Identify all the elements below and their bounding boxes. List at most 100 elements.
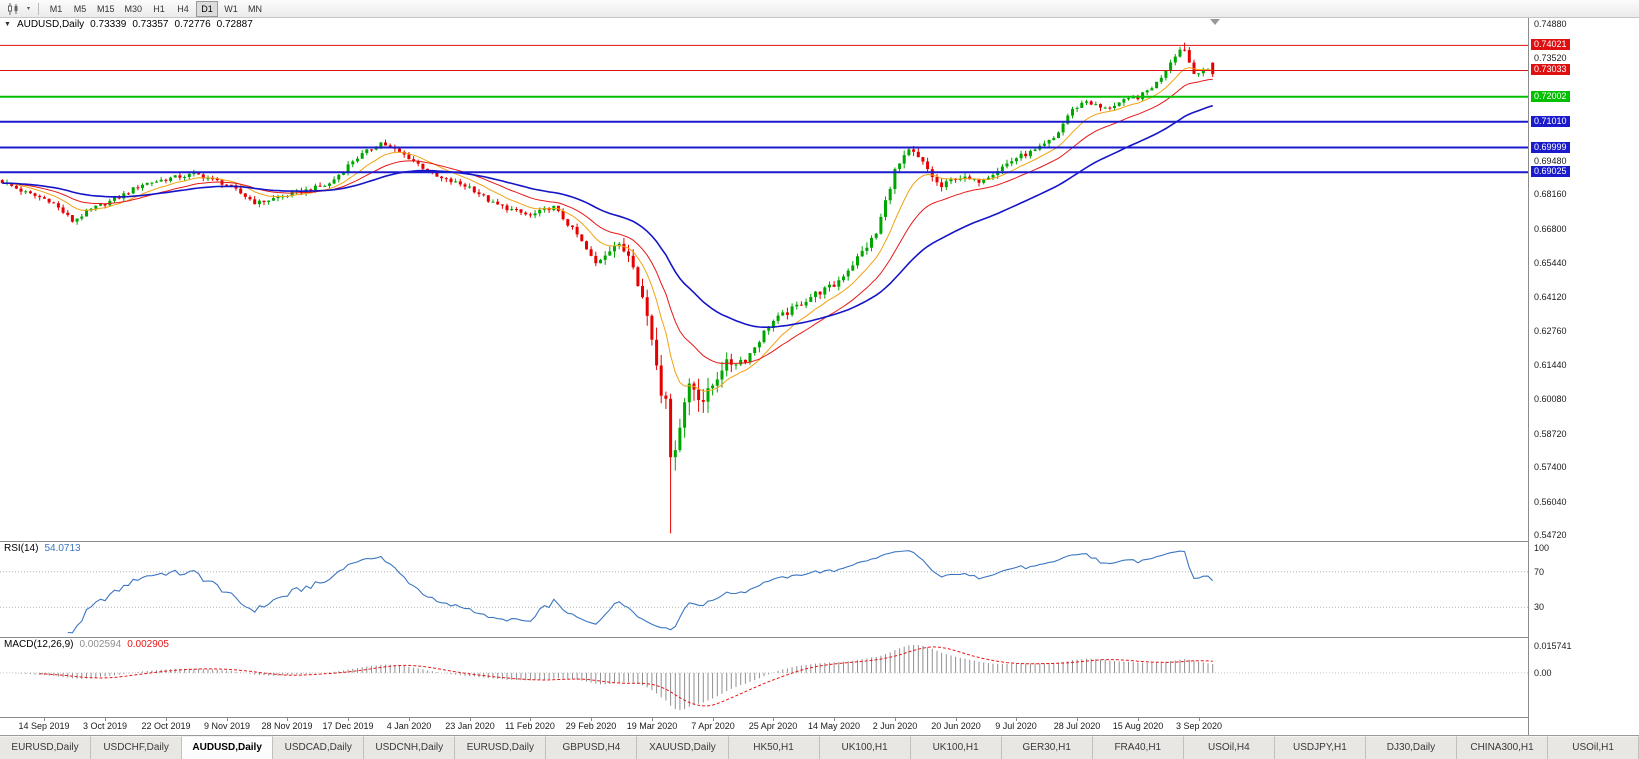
price-axis-label: 0.68160 — [1534, 189, 1567, 200]
toolbar-separator — [38, 2, 39, 15]
chart-tab-usdcad-daily[interactable]: USDCAD,Daily — [273, 736, 365, 759]
ohlc-close: 0.72887 — [216, 19, 253, 30]
macd-axis-label: 0.00 — [1534, 667, 1552, 678]
time-tick — [1199, 718, 1200, 721]
price-axis-label: 0.58720 — [1534, 428, 1567, 439]
time-tick — [956, 718, 957, 721]
chart-tab-uk100-h1[interactable]: UK100,H1 — [910, 736, 1002, 759]
timeframe-button-m1[interactable]: M1 — [49, 3, 63, 14]
chart-tab-usoil-h1[interactable]: USOil,H1 — [1548, 736, 1639, 759]
time-axis-label: 28 Jul 2020 — [1053, 721, 1101, 731]
macd-axis-label: 0.015741 — [1534, 640, 1572, 651]
rsi-value: 54.0713 — [44, 543, 81, 554]
time-tick — [1138, 718, 1139, 721]
price-axis-label: 0.56040 — [1534, 496, 1567, 507]
time-tick — [348, 718, 349, 721]
price-axis-label: 0.64120 — [1534, 291, 1567, 302]
rsi-header: RSI(14) 54.0713 — [4, 543, 81, 554]
chart-panels: ▼ AUDUSD,Daily 0.73339 0.73357 0.72776 0… — [0, 18, 1528, 735]
price-axis-label: 0.62760 — [1534, 326, 1567, 337]
chart-tab-usoil-h4[interactable]: USOil,H4 — [1183, 736, 1275, 759]
timeframe-toolbar: ▾ M1 M5 M15 M30 H1 H4 D1 W1 MN — [0, 0, 1639, 18]
timeframe-button-h1[interactable]: H1 — [153, 3, 165, 14]
timeframe-button-d1[interactable]: D1 — [196, 0, 219, 17]
chart-tab-eurusd-daily[interactable]: EURUSD,Daily — [455, 736, 547, 759]
chart-tab-eurusd-daily[interactable]: EURUSD,Daily — [0, 736, 92, 759]
time-tick — [530, 718, 531, 721]
time-axis[interactable]: 14 Sep 2019 3 Oct 2019 22 Oct 2019 9 Nov 20… — [0, 718, 1528, 735]
price-tag: 0.69025 — [1531, 166, 1570, 178]
time-tick — [470, 718, 471, 721]
macd-canvas[interactable] — [0, 638, 1528, 717]
time-tick — [287, 718, 288, 721]
price-tag: 0.72002 — [1531, 90, 1570, 102]
chart-tab-usdchf-daily[interactable]: USDCHF,Daily — [91, 736, 183, 759]
time-tick — [105, 718, 106, 721]
time-axis-label: 9 Nov 2019 — [203, 721, 251, 731]
price-tag: 0.73033 — [1531, 64, 1570, 76]
chart-tab-audusd-daily[interactable]: AUDUSD,Daily — [182, 736, 274, 759]
time-tick — [166, 718, 167, 721]
chart-tab-fra40-h1[interactable]: FRA40,H1 — [1092, 736, 1184, 759]
rsi-canvas[interactable] — [0, 542, 1528, 637]
rsi-panel[interactable]: RSI(14) 54.0713 — [0, 542, 1528, 638]
dropdown-caret-icon[interactable]: ▾ — [26, 6, 30, 12]
chart-ohlc-header: ▼ AUDUSD,Daily 0.73339 0.73357 0.72776 0… — [4, 19, 253, 30]
ma-fast — [2, 67, 1213, 392]
chart-tab-dj30-daily[interactable]: DJ30,Daily — [1365, 736, 1457, 759]
time-axis-label: 3 Oct 2019 — [82, 721, 128, 731]
candlestick-canvas[interactable] — [0, 18, 1528, 541]
price-axis-label: 0.73520 — [1534, 53, 1567, 64]
time-axis-label: 29 Feb 2020 — [565, 721, 617, 731]
rsi-axis-label: 70 — [1534, 566, 1545, 577]
price-axis[interactable]: 0.74880 0.73520 0.69480 0.68160 0.66800 0.654… — [1528, 18, 1639, 735]
chart-tab-china300-h1[interactable]: CHINA300,H1 — [1457, 736, 1549, 759]
time-axis-label: 23 Jan 2020 — [445, 721, 495, 731]
chart-tab-gbpusd-h4[interactable]: GBPUSD,H4 — [546, 736, 638, 759]
time-axis-label: 17 Dec 2019 — [322, 721, 374, 731]
time-tick — [713, 718, 714, 721]
time-tick — [1016, 718, 1017, 721]
time-axis-label: 2 Jun 2020 — [872, 721, 918, 731]
main-chart-panel[interactable]: ▼ AUDUSD,Daily 0.73339 0.73357 0.72776 0… — [0, 18, 1528, 542]
macd-label: MACD(12,26,9) — [4, 639, 74, 650]
collapse-triangle-icon[interactable]: ▼ — [4, 21, 11, 28]
time-axis-label: 9 Jul 2020 — [995, 721, 1037, 731]
price-axis-label: 0.66800 — [1534, 223, 1567, 234]
chart-tabs-bar: EURUSD,Daily USDCHF,Daily AUDUSD,Daily USDC… — [0, 735, 1639, 759]
time-axis-label: 14 Sep 2019 — [18, 721, 70, 731]
price-axis-label: 0.61440 — [1534, 359, 1567, 370]
timeframe-button-mn[interactable]: MN — [248, 3, 263, 14]
chart-tab-usdjpy-h1[interactable]: USDJPY,H1 — [1274, 736, 1366, 759]
timeframe-button-w1[interactable]: W1 — [224, 3, 238, 14]
price-tag: 0.74021 — [1531, 39, 1570, 51]
chart-tab-usdcnh-daily[interactable]: USDCNH,Daily — [364, 736, 456, 759]
macd-header: MACD(12,26,9) 0.002594 0.002905 — [4, 639, 169, 650]
time-axis-label: 22 Oct 2019 — [141, 721, 191, 731]
timeframe-button-m5[interactable]: M5 — [73, 3, 87, 14]
chart-style-icon[interactable] — [4, 1, 24, 17]
rsi-axis-label: 30 — [1534, 602, 1545, 613]
time-tick — [773, 718, 774, 721]
chart-tab-ger30-h1[interactable]: GER30,H1 — [1001, 736, 1093, 759]
timeframe-button-h4[interactable]: H4 — [177, 3, 189, 14]
timeframe-button-m15[interactable]: M15 — [97, 3, 115, 14]
price-axis-label: 0.57400 — [1534, 462, 1567, 473]
timeframe-button-m30[interactable]: M30 — [124, 3, 143, 14]
chart-shift-marker — [1210, 19, 1220, 25]
time-axis-label: 15 Aug 2020 — [1112, 721, 1164, 731]
ohlc-open: 0.73339 — [90, 19, 127, 30]
time-tick — [652, 718, 653, 721]
ma-medium — [2, 78, 1213, 365]
time-tick — [834, 718, 835, 721]
chart-tab-xauusd-daily[interactable]: XAUUSD,Daily — [637, 736, 729, 759]
time-axis-label: 14 May 2020 — [807, 721, 861, 731]
chart-workspace: ▼ AUDUSD,Daily 0.73339 0.73357 0.72776 0… — [0, 18, 1639, 735]
time-axis-label: 7 Apr 2020 — [691, 721, 735, 731]
time-tick — [227, 718, 228, 721]
timeframe-buttons-group: M1 M5 M15 M30 H1 H4 D1 W1 MN — [44, 0, 267, 17]
chart-tab-hk50-h1[interactable]: HK50,H1 — [728, 736, 820, 759]
macd-panel[interactable]: MACD(12,26,9) 0.002594 0.002905 — [0, 638, 1528, 718]
chart-tab-uk100-h1[interactable]: UK100,H1 — [819, 736, 911, 759]
